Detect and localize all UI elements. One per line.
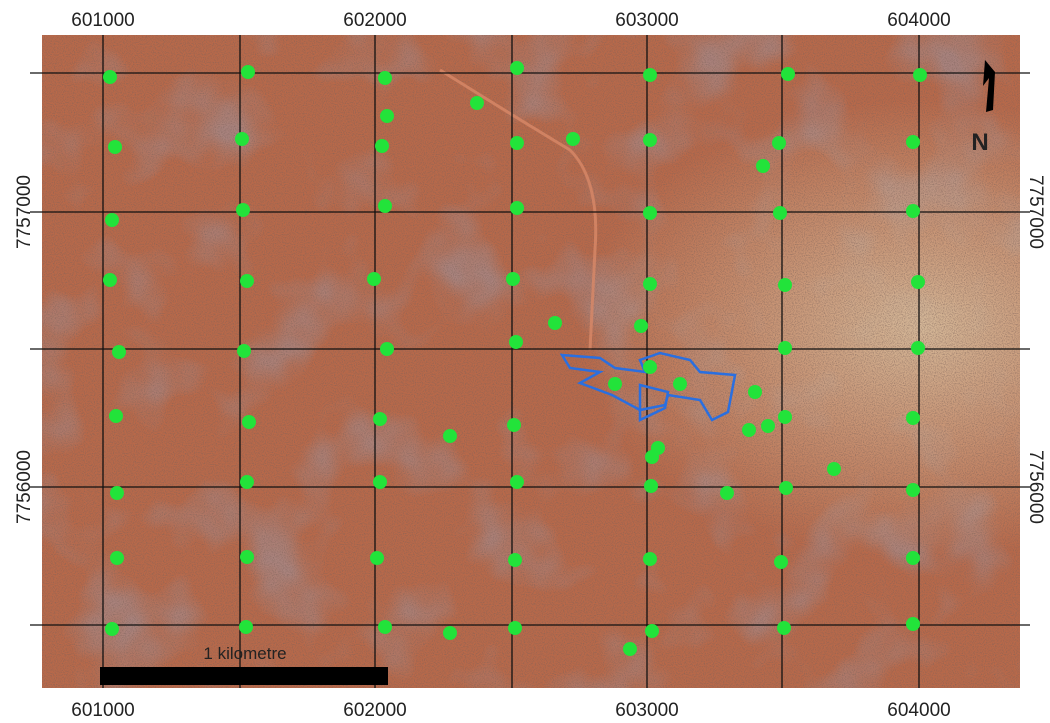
sample-point	[112, 345, 126, 359]
sample-point	[508, 621, 522, 635]
x-label-bottom: 602000	[343, 700, 406, 721]
sample-point	[240, 550, 254, 564]
sample-point	[906, 135, 920, 149]
sample-point	[778, 410, 792, 424]
sample-point	[373, 412, 387, 426]
sample-point	[673, 377, 687, 391]
sample-point	[781, 67, 795, 81]
sample-point	[443, 626, 457, 640]
x-label-bottom: 601000	[71, 700, 134, 721]
sample-point	[510, 475, 524, 489]
sample-point	[110, 486, 124, 500]
sample-point	[370, 551, 384, 565]
x-label-top: 603000	[615, 10, 678, 31]
scale-bar-rect	[100, 667, 388, 685]
sample-point	[105, 213, 119, 227]
sample-point	[236, 203, 250, 217]
sample-point	[906, 617, 920, 631]
sample-point	[235, 132, 249, 146]
sample-point	[643, 277, 657, 291]
sample-point	[380, 109, 394, 123]
sample-point	[443, 429, 457, 443]
sample-point	[777, 621, 791, 635]
sample-point	[742, 423, 756, 437]
sample-point	[506, 272, 520, 286]
sample-point	[643, 206, 657, 220]
sample-point	[241, 65, 255, 79]
sample-point	[110, 551, 124, 565]
sample-point	[906, 204, 920, 218]
sample-point	[380, 342, 394, 356]
sample-point	[778, 278, 792, 292]
sample-point	[548, 316, 562, 330]
sample-point	[608, 377, 622, 391]
sample-point	[778, 341, 792, 355]
sample-point	[906, 411, 920, 425]
x-label-top: 602000	[343, 10, 406, 31]
sample-point	[240, 274, 254, 288]
sample-point	[911, 275, 925, 289]
sample-point	[827, 462, 841, 476]
sample-point	[913, 68, 927, 82]
sample-point	[375, 139, 389, 153]
north-label: N	[971, 129, 988, 156]
sample-point	[510, 61, 524, 75]
aerial-image	[42, 35, 1020, 688]
x-label-top: 601000	[71, 10, 134, 31]
sample-point	[510, 201, 524, 215]
sample-point	[645, 624, 659, 638]
sample-point	[470, 96, 484, 110]
sample-point	[643, 360, 657, 374]
sample-point	[240, 475, 254, 489]
sample-point	[748, 385, 762, 399]
sample-point	[906, 483, 920, 497]
sample-point	[643, 552, 657, 566]
sample-point	[242, 415, 256, 429]
map-figure: N 1 kilometre 601000 601000 602000 602000 60…	[0, 0, 1050, 723]
sample-point	[108, 140, 122, 154]
sample-point	[566, 132, 580, 146]
sample-point	[378, 199, 392, 213]
scale-bar-label: 1 kilometre	[203, 644, 286, 663]
sample-point	[756, 159, 770, 173]
sample-point	[378, 620, 392, 634]
sample-point	[774, 555, 788, 569]
sample-point	[237, 344, 251, 358]
sample-point	[761, 419, 775, 433]
sample-point	[103, 273, 117, 287]
sample-point	[510, 136, 524, 150]
sample-point	[911, 341, 925, 355]
x-label-bottom: 604000	[887, 700, 950, 721]
sample-point	[367, 272, 381, 286]
y-label-left: 7757000	[14, 175, 35, 249]
x-label-top: 604000	[887, 10, 950, 31]
sample-point	[773, 206, 787, 220]
sample-point	[508, 553, 522, 567]
sample-point	[623, 642, 637, 656]
sample-point	[643, 68, 657, 82]
sample-point	[643, 133, 657, 147]
sample-point	[779, 481, 793, 495]
sample-point	[103, 70, 117, 84]
y-label-right: 7756000	[1025, 450, 1046, 524]
sample-point	[906, 551, 920, 565]
sample-point	[634, 319, 648, 333]
y-label-left: 7756000	[14, 450, 35, 524]
sample-point	[772, 136, 786, 150]
sample-point	[509, 335, 523, 349]
sample-point	[720, 486, 734, 500]
sample-point	[507, 418, 521, 432]
y-label-right: 7757000	[1025, 175, 1046, 249]
sample-point	[645, 450, 659, 464]
x-label-bottom: 603000	[615, 700, 678, 721]
sample-point	[239, 620, 253, 634]
sample-point	[378, 71, 392, 85]
sample-point	[109, 409, 123, 423]
sample-point	[644, 479, 658, 493]
sample-point	[105, 622, 119, 636]
sample-point	[373, 475, 387, 489]
